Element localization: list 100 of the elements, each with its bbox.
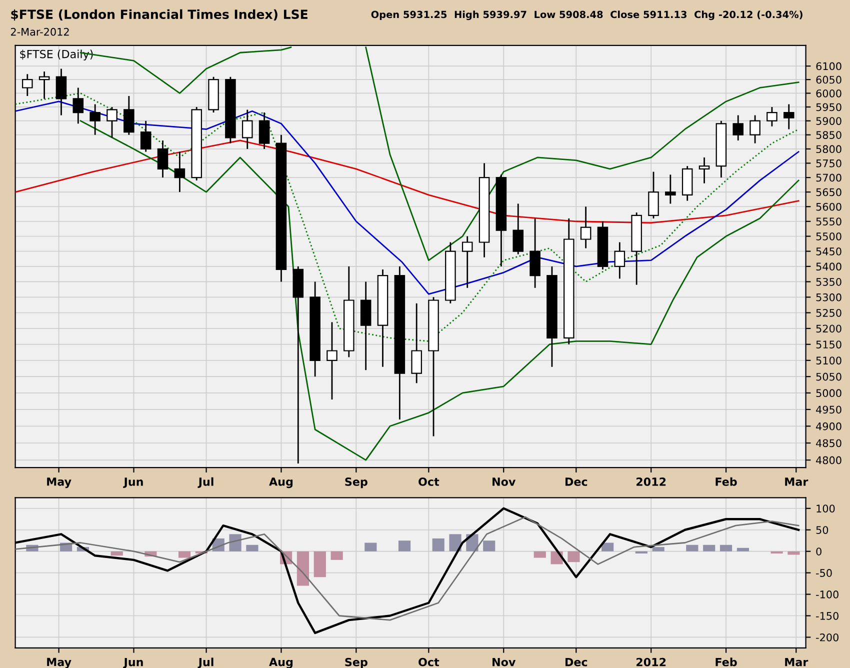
candlestick	[462, 236, 473, 289]
bar	[534, 551, 546, 558]
y-tick-label: 5850	[816, 131, 842, 139]
y-tick-label: 5750	[816, 159, 842, 168]
candlestick	[783, 104, 794, 130]
bar	[246, 544, 258, 552]
x-tick-label: Aug	[269, 658, 293, 668]
line-series	[80, 120, 800, 461]
x-tick-label: Jul	[198, 477, 214, 488]
x-tick-label: Feb	[716, 477, 737, 486]
x-tick-label: Feb	[716, 658, 737, 666]
candlestick	[411, 302, 422, 384]
bar	[296, 551, 310, 586]
y-tick-label: 5800	[816, 145, 842, 154]
bar	[229, 534, 242, 552]
candlestick	[22, 73, 33, 97]
y-tick-label: 4950	[816, 406, 842, 414]
x-tick-label: Dec	[565, 658, 588, 666]
x-tick-label: Sep	[345, 658, 368, 668]
y-tick-label: 6000	[816, 89, 842, 98]
y-tick-label: 5600	[816, 202, 842, 211]
x-tick-label: Oct	[418, 658, 440, 666]
y-tick-label: 100	[816, 504, 835, 512]
bar	[110, 551, 123, 556]
y-tick-label: 4850	[816, 439, 842, 448]
y-tick-label: 5150	[816, 340, 842, 348]
x-tick-label: May	[47, 658, 72, 668]
candlestick	[56, 68, 67, 116]
bar	[568, 551, 580, 562]
y-tick-label: 5200	[816, 324, 842, 333]
y-tick-label: 6050	[816, 76, 842, 84]
bar	[703, 544, 716, 552]
candlestick	[698, 156, 710, 184]
y-tick-label: 5100	[816, 356, 842, 364]
bar	[432, 538, 444, 552]
x-tick-label: Sep	[345, 478, 368, 488]
x-tick-label: Jul	[198, 658, 214, 668]
x-tick-label: Aug	[269, 478, 293, 488]
bar	[788, 551, 800, 555]
bar	[652, 547, 664, 552]
candlestick	[766, 106, 778, 128]
candlestick	[72, 87, 84, 124]
candlestick	[157, 140, 168, 178]
candlestick	[512, 203, 524, 255]
x-tick-label: 2012	[636, 478, 666, 486]
candlestick	[614, 242, 626, 280]
bar	[449, 534, 462, 552]
x-tick-label: Jun	[123, 658, 143, 668]
bar	[602, 542, 614, 552]
y-tick-label: 4800	[816, 456, 842, 464]
y-tick-label: -150	[816, 612, 838, 620]
y-tick-label: 5450	[816, 247, 842, 256]
y-tick-label: 5650	[816, 188, 842, 196]
x-tick-label: Nov	[492, 658, 516, 666]
bar	[736, 548, 749, 552]
bar	[178, 551, 191, 558]
bar	[314, 551, 326, 578]
x-tick-label: May	[47, 478, 72, 488]
y-tick-label: -50	[816, 569, 832, 577]
candlestick	[174, 151, 186, 193]
x-tick-label: Mar	[785, 478, 808, 486]
y-tick-label: 5400	[816, 262, 842, 271]
y-tick-label: 0	[816, 548, 822, 556]
y-tick-label: 5500	[816, 232, 842, 240]
x-tick-label: 2012	[636, 658, 666, 666]
y-tick-label: 5550	[816, 218, 842, 226]
x-tick-label: Dec	[565, 478, 588, 486]
y-tick-label: 50	[816, 526, 828, 534]
x-tick-label: Jun	[123, 478, 143, 488]
y-tick-label: 6100	[816, 62, 842, 70]
x-tick-label: Oct	[418, 478, 440, 486]
candlestick	[242, 109, 253, 150]
candlestick	[38, 70, 50, 100]
y-tick-label: -100	[816, 590, 838, 598]
x-tick-label: Nov	[492, 478, 516, 486]
chart-title: $FTSE (London Financial Times Index) LSE	[11, 9, 308, 21]
bar	[398, 540, 411, 552]
line-series	[15, 100, 800, 295]
bar	[483, 540, 496, 552]
candlestick	[258, 112, 270, 150]
candlestick	[648, 171, 659, 220]
line-series	[15, 140, 800, 224]
y-tick-label: 5900	[816, 117, 842, 125]
candlestick	[665, 174, 676, 204]
y-tick-label: 5350	[816, 278, 842, 286]
bar	[720, 544, 732, 552]
y-tick-label: 4900	[816, 422, 842, 430]
annotation: $FTSE (Daily)	[20, 50, 93, 60]
x-tick-label: Mar	[785, 658, 808, 666]
candlestick	[580, 206, 592, 249]
y-tick-label: 5050	[816, 372, 842, 381]
bar	[686, 544, 698, 552]
bar	[330, 551, 343, 560]
line-series	[15, 92, 800, 342]
y-tick-label: 5700	[816, 174, 842, 182]
y-tick-label: 5250	[816, 308, 842, 317]
candlestick	[124, 95, 134, 136]
line-series	[15, 516, 800, 621]
candlestick	[140, 120, 152, 152]
candlestick	[90, 104, 100, 136]
